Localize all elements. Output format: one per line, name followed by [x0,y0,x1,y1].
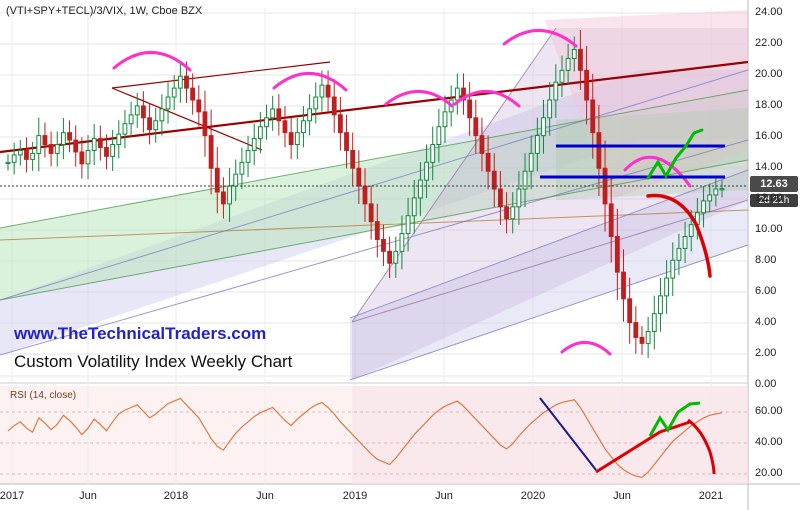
blue-resistance-lines [540,144,725,179]
time-tick-label: Jun [435,490,453,502]
time-tick-label: 2021 [698,490,724,502]
rsi-tick-label: 60.00 [755,405,783,417]
rsi-tick-label: 20.00 [755,467,783,479]
price-axis-area [748,0,800,510]
time-tick-label: 2017 [0,490,25,502]
price-tick-label: 4.00 [755,316,777,328]
rsi-red-trendline [595,420,691,474]
price-tick-label: 10.00 [755,223,783,235]
rsi-tick-label: 40.00 [755,436,783,448]
green-projection-price [646,128,704,180]
channel-shading [0,10,748,381]
time-tick-label: 2019 [342,490,368,502]
rsi-pane [0,386,748,484]
time-tick-label: 2018 [163,490,189,502]
forecast-paths [646,128,712,278]
price-tick-label: 14.00 [755,161,783,173]
time-tick-label: 2020 [520,490,546,502]
watermark-caption: Custom Volatility Index Weekly Chart [14,352,293,371]
rsi-label: RSI (14, close) [10,390,77,401]
rsi-blue-downtrend [539,397,597,471]
time-tick-label: Jun [79,490,97,502]
price-tick-label: 0.00 [755,378,777,390]
price-tick-label: 12.00 [755,192,783,204]
price-tick-label: 18.00 [755,99,783,111]
price-tick-label: 6.00 [755,285,777,297]
price-tick-label: 16.00 [755,130,783,142]
countdown-badge: 2d 21h [750,194,798,207]
watermark-site: www.TheTechnicalTraders.com [14,324,267,343]
price-tick-label: 22.00 [755,37,783,49]
price-tick-label: 20.00 [755,68,783,80]
red-projection-price [646,193,712,278]
time-tick-label: Jun [256,490,274,502]
price-tick-label: 2.00 [755,347,777,359]
chart-title: (VTI+SPY+TECL)/3/VIX, 1W, Cboe BZX [6,5,203,17]
price-tick-label: 8.00 [755,254,777,266]
price-tick-label: 24.00 [755,6,783,18]
rsi-green-projection [648,401,701,437]
time-tick-label: Jun [613,490,631,502]
last-price-badge: 12.63 [750,176,798,192]
rsi-red-projection [687,418,716,475]
